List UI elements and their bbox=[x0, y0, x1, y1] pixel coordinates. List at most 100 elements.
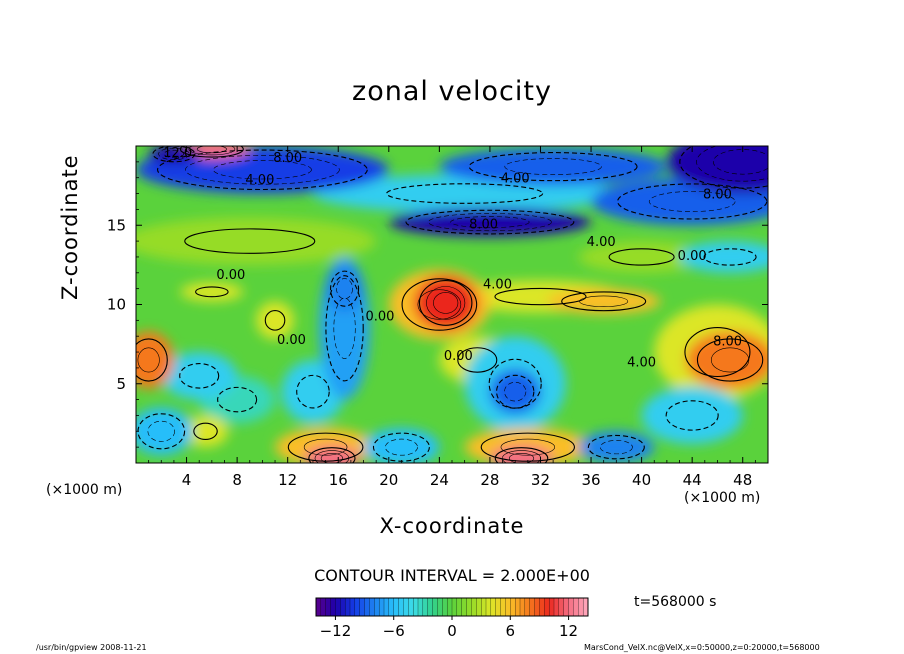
colorbar-segment-42 bbox=[519, 597, 526, 617]
field-feature-3 bbox=[666, 146, 768, 194]
field-feature-28 bbox=[641, 386, 743, 444]
colorbar-segment-19 bbox=[408, 597, 414, 617]
contour-ring-23-1 bbox=[496, 374, 535, 409]
contour-ring-0-2 bbox=[188, 146, 236, 156]
colorbar-segment-54 bbox=[578, 597, 584, 617]
contour-ring-25-1 bbox=[325, 275, 364, 382]
colorbar-segment-30 bbox=[461, 597, 468, 617]
contour-ring-8-1 bbox=[703, 248, 757, 266]
x-tick-label-0: 4 bbox=[182, 471, 192, 489]
contour-ring-36-1 bbox=[217, 386, 258, 413]
colorbar-segment-9 bbox=[359, 597, 366, 617]
x-tick-label-3: 16 bbox=[329, 471, 348, 489]
contour-ring-18-1 bbox=[308, 447, 356, 463]
x-tick-label-6: 28 bbox=[480, 471, 499, 489]
y-tick-label-0: 5 bbox=[116, 375, 126, 393]
contour-ring-17-1 bbox=[195, 286, 229, 298]
contour-ring-14-1 bbox=[684, 327, 751, 378]
contour-ring-10-2 bbox=[417, 289, 462, 320]
field-feature-22 bbox=[182, 415, 229, 448]
colorbar-segment-46 bbox=[539, 597, 545, 617]
contour-ring-2-2 bbox=[185, 155, 340, 185]
colorbar-segment-25 bbox=[437, 597, 443, 617]
contour-ring-6-1 bbox=[405, 209, 575, 235]
x-axis-unit-right: (×1000 m) bbox=[684, 490, 761, 506]
x-axis-ticks: 4 8 12 16 20 24 28 32 36 40 44 48 bbox=[148, 146, 756, 489]
colorbar-segment-22 bbox=[422, 597, 429, 617]
colorbar-label-1: −6 bbox=[383, 622, 405, 640]
contour-ring-6-2 bbox=[428, 213, 552, 232]
contour-label-6: 4.00 bbox=[587, 235, 616, 250]
colorbar-segment-39 bbox=[505, 597, 511, 617]
colorbar-segment-27 bbox=[446, 597, 453, 617]
contour-ring-3-3 bbox=[712, 149, 768, 175]
contour-ring-2-3 bbox=[213, 160, 312, 180]
colorbar-segment-52 bbox=[568, 597, 574, 617]
colorbar-segment-11 bbox=[369, 597, 375, 617]
colorbar-segment-40 bbox=[510, 597, 516, 617]
contour-lines bbox=[136, 146, 768, 463]
colorbar-segment-7 bbox=[349, 597, 356, 617]
colorbar-segment-15 bbox=[388, 597, 395, 617]
colorbar-label-3: 6 bbox=[506, 622, 516, 640]
velocity-field bbox=[136, 146, 768, 463]
chart-title: zonal velocity bbox=[352, 76, 552, 107]
colorbar-segment-28 bbox=[451, 597, 458, 617]
colorbar-segment-37 bbox=[495, 597, 502, 617]
colorbar-segment-48 bbox=[548, 597, 555, 617]
contour-ring-9-2 bbox=[426, 286, 466, 320]
colorbar-segment-43 bbox=[524, 597, 531, 617]
contour-label-5: 8.00 bbox=[469, 217, 498, 232]
x-tick-label-9: 40 bbox=[632, 471, 651, 489]
contour-ring-15-1 bbox=[136, 338, 168, 382]
contour-ring-1-2 bbox=[158, 147, 190, 161]
colorbar-segment-21 bbox=[417, 597, 424, 617]
contour-label-11: 0.00 bbox=[277, 333, 306, 348]
colorbar-segment-32 bbox=[471, 597, 477, 617]
colorbar-segment-18 bbox=[403, 597, 409, 617]
contour-label-8: 0.00 bbox=[216, 268, 245, 283]
contour-ring-1-1 bbox=[152, 146, 196, 163]
colorbar-segment-26 bbox=[442, 597, 448, 617]
x-tick-label-5: 24 bbox=[430, 471, 449, 489]
contour-label-0: 12.0 bbox=[163, 146, 192, 161]
contour-label-2: 4.00 bbox=[245, 173, 274, 188]
contour-ring-6-3 bbox=[450, 216, 530, 228]
contour-ring-21-2 bbox=[500, 438, 556, 456]
contour-label-9: 4.00 bbox=[483, 278, 512, 293]
contour-label-12: 0.00 bbox=[444, 349, 473, 364]
contour-label-1: 8.00 bbox=[273, 151, 302, 166]
colorbar-label-4: 12 bbox=[559, 622, 578, 640]
colorbar-label-2: 0 bbox=[447, 622, 457, 640]
x-axis-label: X-coordinate bbox=[379, 514, 525, 538]
contour-ring-33-1 bbox=[184, 228, 316, 254]
colorbar-segment-23 bbox=[427, 597, 434, 617]
x-tick-label-4: 20 bbox=[379, 471, 398, 489]
colorbar-segment-1 bbox=[320, 597, 327, 617]
colorbar-segment-3 bbox=[330, 597, 336, 617]
contour-label-14: 8.00 bbox=[713, 335, 742, 350]
contour-ring-22-1 bbox=[193, 422, 218, 441]
field-feature-17 bbox=[180, 282, 244, 302]
contour-ring-13-1 bbox=[696, 338, 764, 382]
field-feature-33 bbox=[136, 217, 377, 265]
contour-ring-30-2 bbox=[385, 438, 418, 456]
y-axis-ticks: 5 10 15 bbox=[107, 161, 768, 448]
colorbar-segment-5 bbox=[340, 597, 346, 617]
contour-ring-4-1 bbox=[468, 152, 638, 182]
contour-ring-11-1 bbox=[561, 291, 647, 312]
contour-ring-20-3 bbox=[508, 453, 535, 463]
field-feature-4 bbox=[439, 147, 667, 186]
contour-ring-18-3 bbox=[320, 453, 344, 463]
colorbar-segment-6 bbox=[344, 597, 351, 617]
colorbar-segment-4 bbox=[335, 597, 341, 617]
colorbar-segment-16 bbox=[393, 597, 400, 617]
contour-label-13: 4.00 bbox=[627, 355, 656, 370]
x-tick-label-2: 12 bbox=[278, 471, 297, 489]
contour-ring-2-1 bbox=[157, 149, 368, 191]
colorbar-segment-35 bbox=[485, 597, 492, 617]
contour-ring-7-1 bbox=[386, 183, 544, 204]
contour-ring-9-1 bbox=[418, 280, 473, 326]
contour-ring-24-1 bbox=[488, 358, 542, 409]
contour-ring-1-3 bbox=[163, 149, 185, 158]
